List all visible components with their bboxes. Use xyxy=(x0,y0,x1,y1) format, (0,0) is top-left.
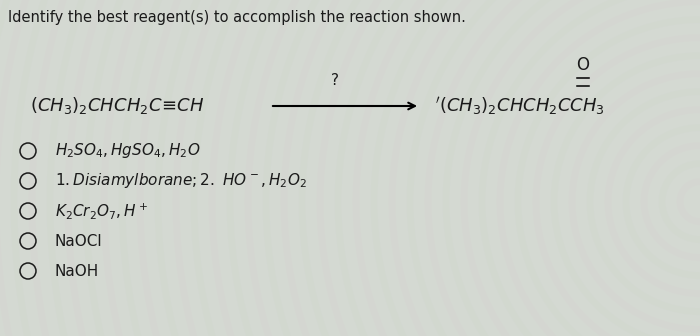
Text: NaOH: NaOH xyxy=(55,263,99,279)
Text: $(CH_3)_2CHCH_2C\!\equiv\!CH$: $(CH_3)_2CHCH_2C\!\equiv\!CH$ xyxy=(30,95,204,117)
Text: ?: ? xyxy=(331,73,339,88)
Text: $'(CH_3)_2CHCH_2CCH_3$: $'(CH_3)_2CHCH_2CCH_3$ xyxy=(435,95,605,117)
Text: O: O xyxy=(577,56,589,74)
Text: $K_2Cr_2O_7, H^+$: $K_2Cr_2O_7, H^+$ xyxy=(55,201,148,221)
Text: Identify the best reagent(s) to accomplish the reaction shown.: Identify the best reagent(s) to accompli… xyxy=(8,10,466,25)
Text: $1. Disiamylborane; 2.\ HO^-, H_2O_2$: $1. Disiamylborane; 2.\ HO^-, H_2O_2$ xyxy=(55,171,307,191)
Text: $H_2SO_4, HgSO_4, H_2O$: $H_2SO_4, HgSO_4, H_2O$ xyxy=(55,141,200,161)
Text: NaOCl: NaOCl xyxy=(55,234,103,249)
